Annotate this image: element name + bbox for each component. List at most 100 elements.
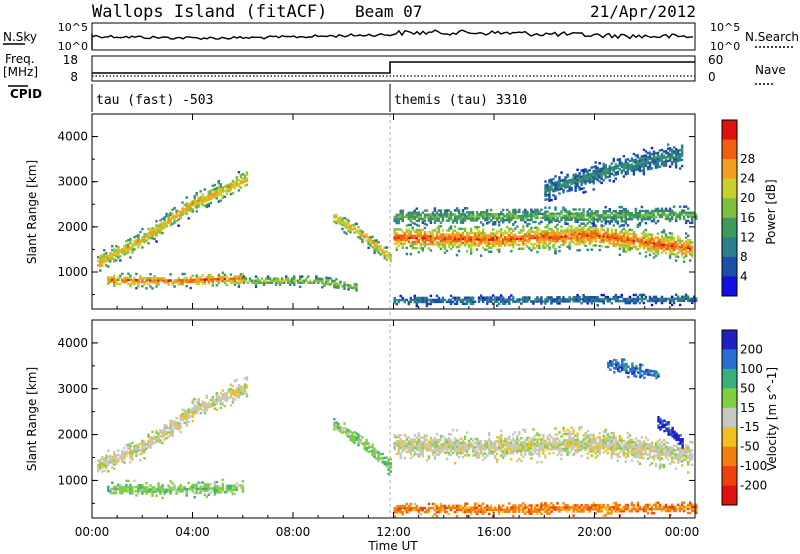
heatmap-cell (449, 247, 453, 251)
heatmap-cell (233, 180, 237, 184)
heatmap-cell (217, 487, 221, 490)
heatmap-cell (217, 281, 221, 285)
heatmap-cell (417, 453, 421, 456)
heatmap-cell (455, 215, 459, 218)
heatmap-cell (664, 207, 668, 211)
heatmap-cell (453, 447, 457, 451)
heatmap-cell (229, 387, 233, 391)
heatmap-cell (195, 278, 198, 281)
heatmap-cell (417, 455, 421, 458)
heatmap-cell (437, 227, 441, 230)
heatmap-cell (159, 279, 162, 282)
heatmap-cell (612, 236, 616, 239)
heatmap-cell (479, 232, 483, 235)
heatmap-cell (638, 213, 642, 217)
heatmap-cell (203, 282, 207, 285)
heatmap-cell (640, 209, 644, 213)
heatmap-cell (433, 436, 437, 440)
heatmap-cell (109, 280, 112, 283)
heatmap-cell (105, 466, 108, 470)
heatmap-cell (439, 437, 443, 440)
heatmap-cell (554, 250, 557, 253)
heatmap-cell (610, 236, 614, 239)
heatmap-cell (475, 236, 479, 239)
heatmap-cell (335, 286, 338, 289)
heatmap-cell (441, 241, 445, 244)
heatmap-cell (433, 239, 437, 242)
heatmap-cell (606, 239, 610, 243)
heatmap-cell (484, 448, 487, 451)
heatmap-cell (373, 451, 376, 455)
heatmap-cell (570, 218, 573, 221)
heatmap-cell (536, 212, 539, 216)
heatmap-cell (147, 435, 150, 439)
heatmap-cell (510, 239, 513, 243)
heatmap-cell (439, 247, 443, 250)
heatmap-cell (514, 237, 517, 241)
heatmap-cell (323, 284, 326, 287)
heatmap-cell (492, 444, 495, 447)
heatmap-cell (548, 179, 551, 182)
heatmap-cell (417, 440, 421, 444)
heatmap-cell (115, 491, 118, 495)
heatmap-cell (431, 451, 435, 454)
heatmap-cell (133, 240, 136, 243)
heatmap-cell (383, 246, 386, 249)
heatmap-cell (556, 180, 559, 184)
heatmap-cell (558, 180, 561, 183)
heatmap-cell (644, 154, 648, 157)
heatmap-cell (169, 220, 172, 223)
heatmap-cell (107, 463, 110, 467)
heatmap-cell (337, 219, 340, 222)
heatmap-cell (634, 207, 638, 211)
heatmap-cell (139, 230, 142, 234)
heatmap-cell (660, 211, 664, 215)
heatmap-cell (201, 199, 204, 202)
heatmap-cell (369, 238, 372, 241)
heatmap-cell (486, 217, 489, 220)
heatmap-cell (590, 210, 593, 213)
heatmap-cell (423, 219, 427, 223)
heatmap-cell (638, 223, 642, 227)
heatmap-cell (578, 176, 581, 179)
heatmap-cell (169, 222, 172, 225)
heatmap-cell (149, 436, 152, 439)
heatmap-cell (117, 459, 120, 463)
heatmap-cell (574, 181, 577, 184)
heatmap-cell (469, 227, 473, 231)
heatmap-cell (341, 227, 344, 231)
heatmap-cell (624, 240, 628, 243)
heatmap-cell (638, 297, 642, 301)
heatmap-cell (413, 300, 417, 304)
heatmap-cell (225, 283, 229, 287)
heatmap-cell (526, 218, 529, 222)
heatmap-cell (691, 211, 694, 214)
heatmap-cell (423, 215, 427, 218)
heatmap-cell (411, 234, 415, 238)
heatmap-cell (644, 213, 648, 217)
heatmap-cell (169, 488, 172, 491)
heatmap-cell (256, 281, 260, 284)
heatmap-cell (435, 233, 439, 236)
heatmap-cell (475, 244, 479, 247)
heatmap-cell (165, 426, 168, 429)
heatmap-cell (522, 229, 525, 232)
heatmap-cell (119, 456, 122, 460)
heatmap-cell (411, 454, 415, 458)
heatmap-cell (211, 188, 215, 192)
heatmap-cell (437, 219, 441, 222)
heatmap-cell (512, 296, 515, 299)
heatmap-cell (183, 417, 186, 420)
heatmap-cell (361, 232, 364, 235)
heatmap-cell (413, 222, 417, 225)
heatmap-cell (502, 454, 505, 457)
nsearch-tick-top: 10^5 (710, 21, 740, 34)
heatmap-cell (578, 216, 581, 219)
heatmap-cell (181, 416, 184, 420)
heatmap-cell (197, 491, 200, 495)
heatmap-cell (151, 231, 154, 234)
heatmap-cell (437, 229, 441, 232)
heatmap-cell (280, 281, 284, 284)
heatmap-cell (235, 488, 239, 491)
heatmap-cell (618, 214, 622, 217)
